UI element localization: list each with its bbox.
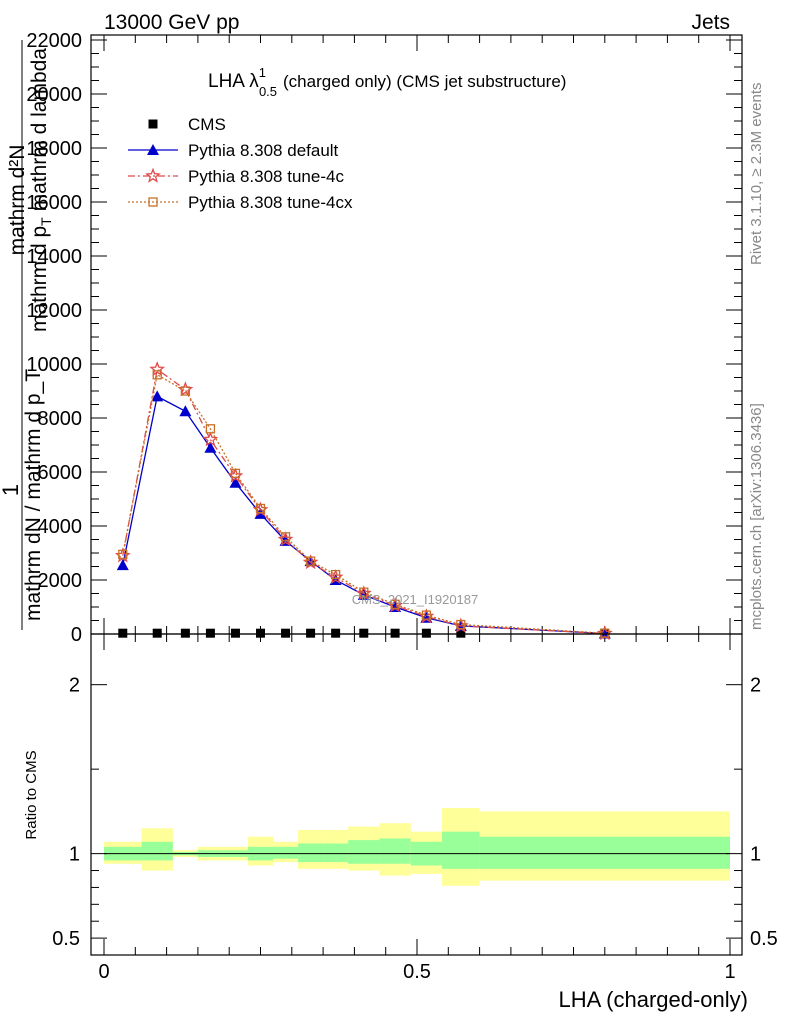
- ratio-tick-label: 0.5: [52, 928, 80, 950]
- legend-marker: [148, 119, 158, 129]
- analysis-watermark: CMS_2021_I1920187: [352, 592, 479, 607]
- ratio-inner-band: [323, 843, 349, 863]
- data-point: [306, 628, 316, 638]
- y-axis-title-prefix: 1: [0, 484, 23, 496]
- ratio-ticks: [91, 684, 742, 939]
- ratio-inner-band: [273, 846, 299, 859]
- data-point: [421, 610, 432, 620]
- data-point: [118, 628, 128, 638]
- main-ticks: [91, 35, 742, 955]
- y-axis-title-fraction: mathrm dN / mathrm d p_T: [22, 369, 45, 621]
- y-tick-label: 22000: [26, 30, 82, 52]
- series-3: [118, 370, 610, 638]
- data-point: [151, 390, 164, 402]
- data-point: [180, 628, 190, 638]
- y-tick-label: 0: [71, 624, 82, 646]
- legend-label: Pythia 8.308 tune-4c: [188, 167, 344, 186]
- legend-label: Pythia 8.308 tune-4cx: [188, 193, 353, 212]
- legend-marker: [147, 144, 159, 155]
- legend-marker: [148, 197, 158, 207]
- ratio-inner-band: [479, 836, 730, 869]
- data-point: [305, 556, 316, 566]
- legend-label: Pythia 8.308 default: [188, 141, 339, 160]
- y-tick-label: 18000: [26, 138, 82, 160]
- data-point: [179, 405, 192, 417]
- data-point: [230, 628, 240, 638]
- main-series: [114, 361, 613, 641]
- ratio-inner-band: [379, 838, 411, 864]
- ratio-tick-label: 2: [69, 675, 80, 697]
- data-point: [456, 628, 466, 638]
- data-point: [149, 361, 166, 377]
- y-tick-label: 6000: [38, 462, 83, 484]
- data-point: [330, 569, 341, 580]
- y-tick-label: 8000: [38, 408, 83, 430]
- mcplots-label: mcplots.cern.ch [arXiv:1306.3436]: [748, 403, 765, 630]
- data-point: [327, 569, 344, 585]
- y-axis-title-denominator: mathrm d pT mathrm d lambda: [28, 48, 54, 332]
- ratio-frame: [90, 633, 743, 956]
- legend-marker: [145, 167, 161, 183]
- data-point: [152, 370, 162, 380]
- ratio-inner-band: [141, 841, 173, 861]
- data-point: [600, 628, 610, 638]
- y-axis-title-numerator: mathrm d²N: [6, 145, 29, 256]
- ratio-tick-label-right: 2: [750, 675, 761, 697]
- chart-title: LHA λ1 0.5(charged only) (CMS jet substru…: [208, 65, 566, 99]
- header-category: Jets: [691, 11, 730, 34]
- x-axis-title: LHA (charged-only): [558, 987, 748, 1012]
- data-point: [390, 599, 400, 609]
- ratio-tick-labels: 0.5 0.5 1 1 2 2: [52, 675, 778, 950]
- y-tick-label: 16000: [26, 192, 82, 214]
- header-energy: 13000 GeV pp: [104, 11, 239, 34]
- legend: CMS Pythia 8.308 default Pythia 8.308 tune…: [128, 115, 353, 212]
- data-point: [359, 628, 369, 638]
- data-point: [229, 476, 242, 488]
- x-tick-label: 0.5: [403, 961, 431, 983]
- data-point: [456, 619, 466, 630]
- y-tick-label: 12000: [26, 300, 82, 322]
- ratio-tick-label-right: 0.5: [750, 928, 778, 950]
- data-point: [205, 424, 216, 434]
- main-tick-labels: 0 2000 4000 6000 8000 10000 12000 14000 16000 180…: [26, 30, 82, 646]
- data-point: [205, 628, 215, 638]
- legend-label: CMS: [188, 115, 226, 134]
- ratio-bands: [104, 808, 730, 886]
- data-point: [390, 628, 400, 638]
- rivet-label: Rivet 3.1.10, ≥ 2.3M events: [748, 83, 765, 266]
- data-point: [255, 503, 266, 514]
- data-point: [230, 468, 241, 479]
- ratio-inner-band: [442, 831, 480, 869]
- ratio-inner-band: [348, 840, 380, 864]
- data-point: [256, 628, 265, 638]
- data-point: [180, 386, 191, 396]
- y-tick-label: 20000: [26, 84, 82, 106]
- data-point: [280, 532, 291, 542]
- data-point: [118, 549, 128, 559]
- data-point: [421, 628, 431, 638]
- y-tick-label: 4000: [38, 516, 83, 538]
- data-point: [331, 628, 341, 638]
- data-point: [281, 628, 291, 638]
- data-point: [596, 625, 613, 641]
- y-axis-title-ratio: Ratio to CMS: [23, 750, 40, 839]
- data-point: [116, 559, 129, 571]
- y-tick-label: 2000: [38, 570, 83, 592]
- ratio-tick-label: 1: [69, 844, 80, 866]
- data-point: [204, 441, 217, 453]
- x-tick-labels: 0 0.5 1: [98, 961, 735, 983]
- data-point: [202, 431, 219, 447]
- x-tick-label: 0: [98, 961, 109, 983]
- data-point: [177, 381, 194, 397]
- x-tick-label: 1: [724, 961, 735, 983]
- ratio-inner-band: [298, 843, 324, 863]
- y-tick-label: 14000: [26, 246, 82, 268]
- data-point: [359, 587, 369, 597]
- data-point: [152, 628, 162, 638]
- y-axis-title-upper: 1 mathrm d²N mathrm d pT mathrm d lambda…: [0, 40, 54, 630]
- y-tick-label: 10000: [26, 354, 82, 376]
- ratio-tick-label-right: 1: [750, 844, 761, 866]
